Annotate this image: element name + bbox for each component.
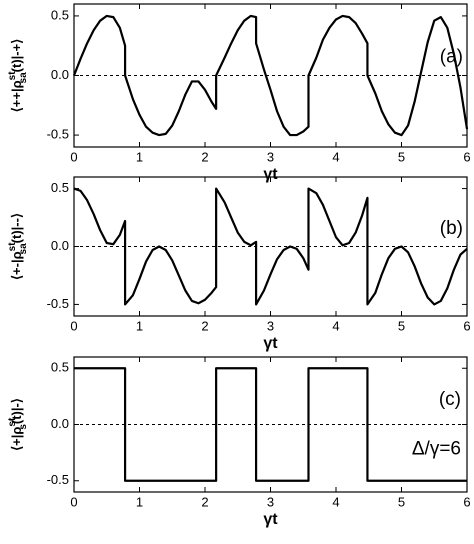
- x-tick-label: 3: [267, 318, 274, 333]
- x-tick-label: 0: [70, 318, 77, 333]
- x-axis-label: γt: [263, 511, 278, 528]
- y-label-sub: sa: [18, 72, 29, 84]
- y-tick-label: -0.5: [47, 127, 69, 142]
- data-line: [73, 187, 468, 306]
- panel: 0 1 2 3 4 5 6 -0.5 0.0 0.5 γt ⟨+|ρsts(t)|-⟩ (c) Δ/γ=6: [7, 356, 471, 528]
- y-tick-label: -0.5: [47, 296, 69, 311]
- data-line: [72, 14, 469, 137]
- x-tick-label: 3: [267, 149, 274, 164]
- x-tick-label: 0: [70, 149, 77, 164]
- y-label-sub: sa: [18, 243, 29, 255]
- y-label-rest: (t)|-⟩: [9, 398, 24, 424]
- x-tick-label: 6: [463, 318, 470, 333]
- y-tick-label: 0.5: [51, 360, 69, 375]
- x-tick-label: 5: [398, 494, 405, 509]
- x-tick-label: 6: [463, 494, 470, 509]
- annotation: Δ/γ=6: [412, 438, 461, 459]
- y-label-sup: st: [7, 71, 18, 81]
- y-tick-label: 0.5: [51, 180, 69, 195]
- x-tick-label: 4: [332, 494, 339, 509]
- x-tick-label: 4: [332, 318, 339, 333]
- annotation: (b): [440, 218, 463, 239]
- plot-frame: [73, 356, 468, 493]
- y-tick-label: 0.0: [51, 67, 69, 82]
- y-label-sub: s: [18, 424, 29, 430]
- y-label-rest: (t)|--⟩: [9, 213, 24, 243]
- annotation: (c): [439, 389, 461, 410]
- y-label-main: ⟨+-|ρ: [9, 251, 24, 280]
- y-label-rest: (t)|-+⟩: [9, 39, 24, 73]
- x-tick-label: 0: [70, 494, 77, 509]
- x-axis-label: γt: [263, 335, 278, 352]
- x-tick-label: 3: [267, 494, 274, 509]
- y-label-main: ⟨+|ρ: [9, 427, 24, 451]
- x-tick-label: 2: [201, 318, 208, 333]
- data-line: [74, 367, 467, 482]
- x-tick-label: 6: [463, 149, 470, 164]
- x-tick-label: 1: [136, 494, 143, 509]
- y-axis-label: ⟨++|ρstsa(t)|-+⟩: [7, 39, 29, 113]
- panel: 0 1 2 3 4 5 6 -0.5 0.0 0.5 γt ⟨+-|ρstsa(t)|--⟩ (b): [7, 176, 471, 352]
- y-tick-label: 0.0: [51, 416, 69, 431]
- x-tick-label: 4: [332, 149, 339, 164]
- x-tick-label: 2: [201, 494, 208, 509]
- y-axis-label: ⟨+|ρsts(t)|-⟩: [7, 398, 29, 451]
- y-tick-label: 0.5: [51, 7, 69, 22]
- y-tick-label: -0.5: [47, 472, 69, 487]
- panel: 0 1 2 3 4 5 6 -0.5 0.0 0.5 γt ⟨++|ρstsa(t)|-+⟩ (a): [7, 3, 471, 183]
- x-tick-label: 1: [136, 318, 143, 333]
- x-tick-label: 5: [398, 149, 405, 164]
- y-label-sup: st: [7, 242, 18, 252]
- y-label-sup: st: [7, 417, 18, 427]
- y-tick-label: 0.0: [51, 238, 69, 253]
- x-tick-label: 2: [201, 149, 208, 164]
- x-tick-label: 1: [136, 149, 143, 164]
- annotation: (a): [440, 47, 463, 68]
- y-axis-label: ⟨+-|ρstsa(t)|--⟩: [7, 213, 29, 280]
- y-label-main: ⟨++|ρ: [9, 80, 24, 112]
- x-axis-label: γt: [263, 166, 278, 183]
- x-tick-label: 5: [398, 318, 405, 333]
